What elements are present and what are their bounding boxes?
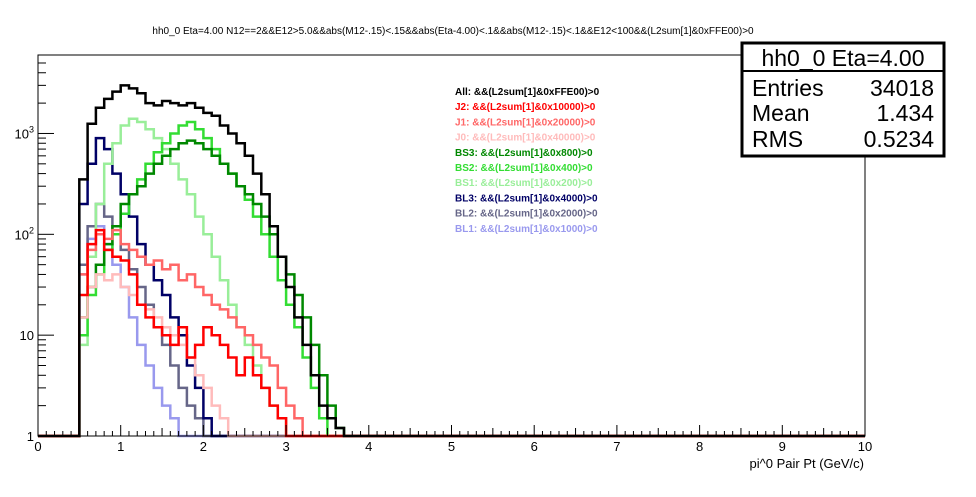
x-tick-label: 0 <box>34 439 41 454</box>
legend-entry-7: BL3: &&(L2sum[1]&0x4000)>0 <box>455 193 598 204</box>
x-axis: 0 1 2 3 4 5 6 7 8 9 10 <box>34 425 872 454</box>
legend-entry-0: All: &&(L2sum[1]&0xFFE00)>0 <box>455 87 600 98</box>
legend-entry-6: BS1: &&(L2sum[1]&0x200)>0 <box>455 178 593 189</box>
stats-mean-value: 1.434 <box>876 100 934 126</box>
x-tick-label: 10 <box>858 439 872 454</box>
x-tick-label: 8 <box>696 439 703 454</box>
x-tick-label: 1 <box>117 439 124 454</box>
y-tick-label: 10 <box>20 328 34 343</box>
x-tick-label: 6 <box>531 439 538 454</box>
y-axis: 1 10 102 103 <box>15 54 54 444</box>
legend-entry-9: BL1: &&(L2sum[1]&0x1000)>0 <box>455 224 598 235</box>
chart-title: hh0_0 Eta=4.00 N12==2&&E12>5.0&&abs(M12-… <box>152 26 754 37</box>
stats-box: hh0_0 Eta=4.00 Entries 34018 Mean 1.434 … <box>740 41 946 158</box>
x-tick-label: 7 <box>613 439 620 454</box>
stats-entries-value: 34018 <box>870 75 934 101</box>
legend-entry-3: J0: &&(L2sum[1]&0x40000)>0 <box>455 133 596 144</box>
stats-rms-value: 0.5234 <box>864 126 935 152</box>
legend-entry-5: BS2: &&(L2sum[1]&0x400)>0 <box>455 163 593 174</box>
legend-entry-1: J2: &&(L2sum[1]&0x10000)>0 <box>455 102 596 113</box>
stats-entries-label: Entries <box>752 75 824 101</box>
y-tick-label: 103 <box>15 124 34 141</box>
x-tick-label: 9 <box>779 439 786 454</box>
stats-title: hh0_0 Eta=4.00 <box>761 45 924 71</box>
stats-mean-label: Mean <box>752 100 810 126</box>
legend-entry-8: BL2: &&(L2sum[1]&0x2000)>0 <box>455 209 598 220</box>
series-line-3 <box>38 273 865 438</box>
stats-rms-label: RMS <box>752 126 803 152</box>
y-tick-label: 1 <box>27 429 34 444</box>
y-tick-label: 102 <box>15 225 34 242</box>
legend: All: &&(L2sum[1]&0xFFE00)>0 J2: &&(L2sum[… <box>455 87 600 235</box>
x-tick-label: 5 <box>448 439 455 454</box>
x-tick-label: 3 <box>282 439 289 454</box>
x-tick-label: 2 <box>200 439 207 454</box>
legend-entry-4: BS3: &&(L2sum[1]&0x800)>0 <box>455 148 593 159</box>
x-tick-label: 4 <box>365 439 372 454</box>
x-axis-label: pi^0 Pair Pt (GeV/c) <box>750 456 864 471</box>
legend-entry-2: J1: &&(L2sum[1]&0x20000)>0 <box>455 117 596 128</box>
